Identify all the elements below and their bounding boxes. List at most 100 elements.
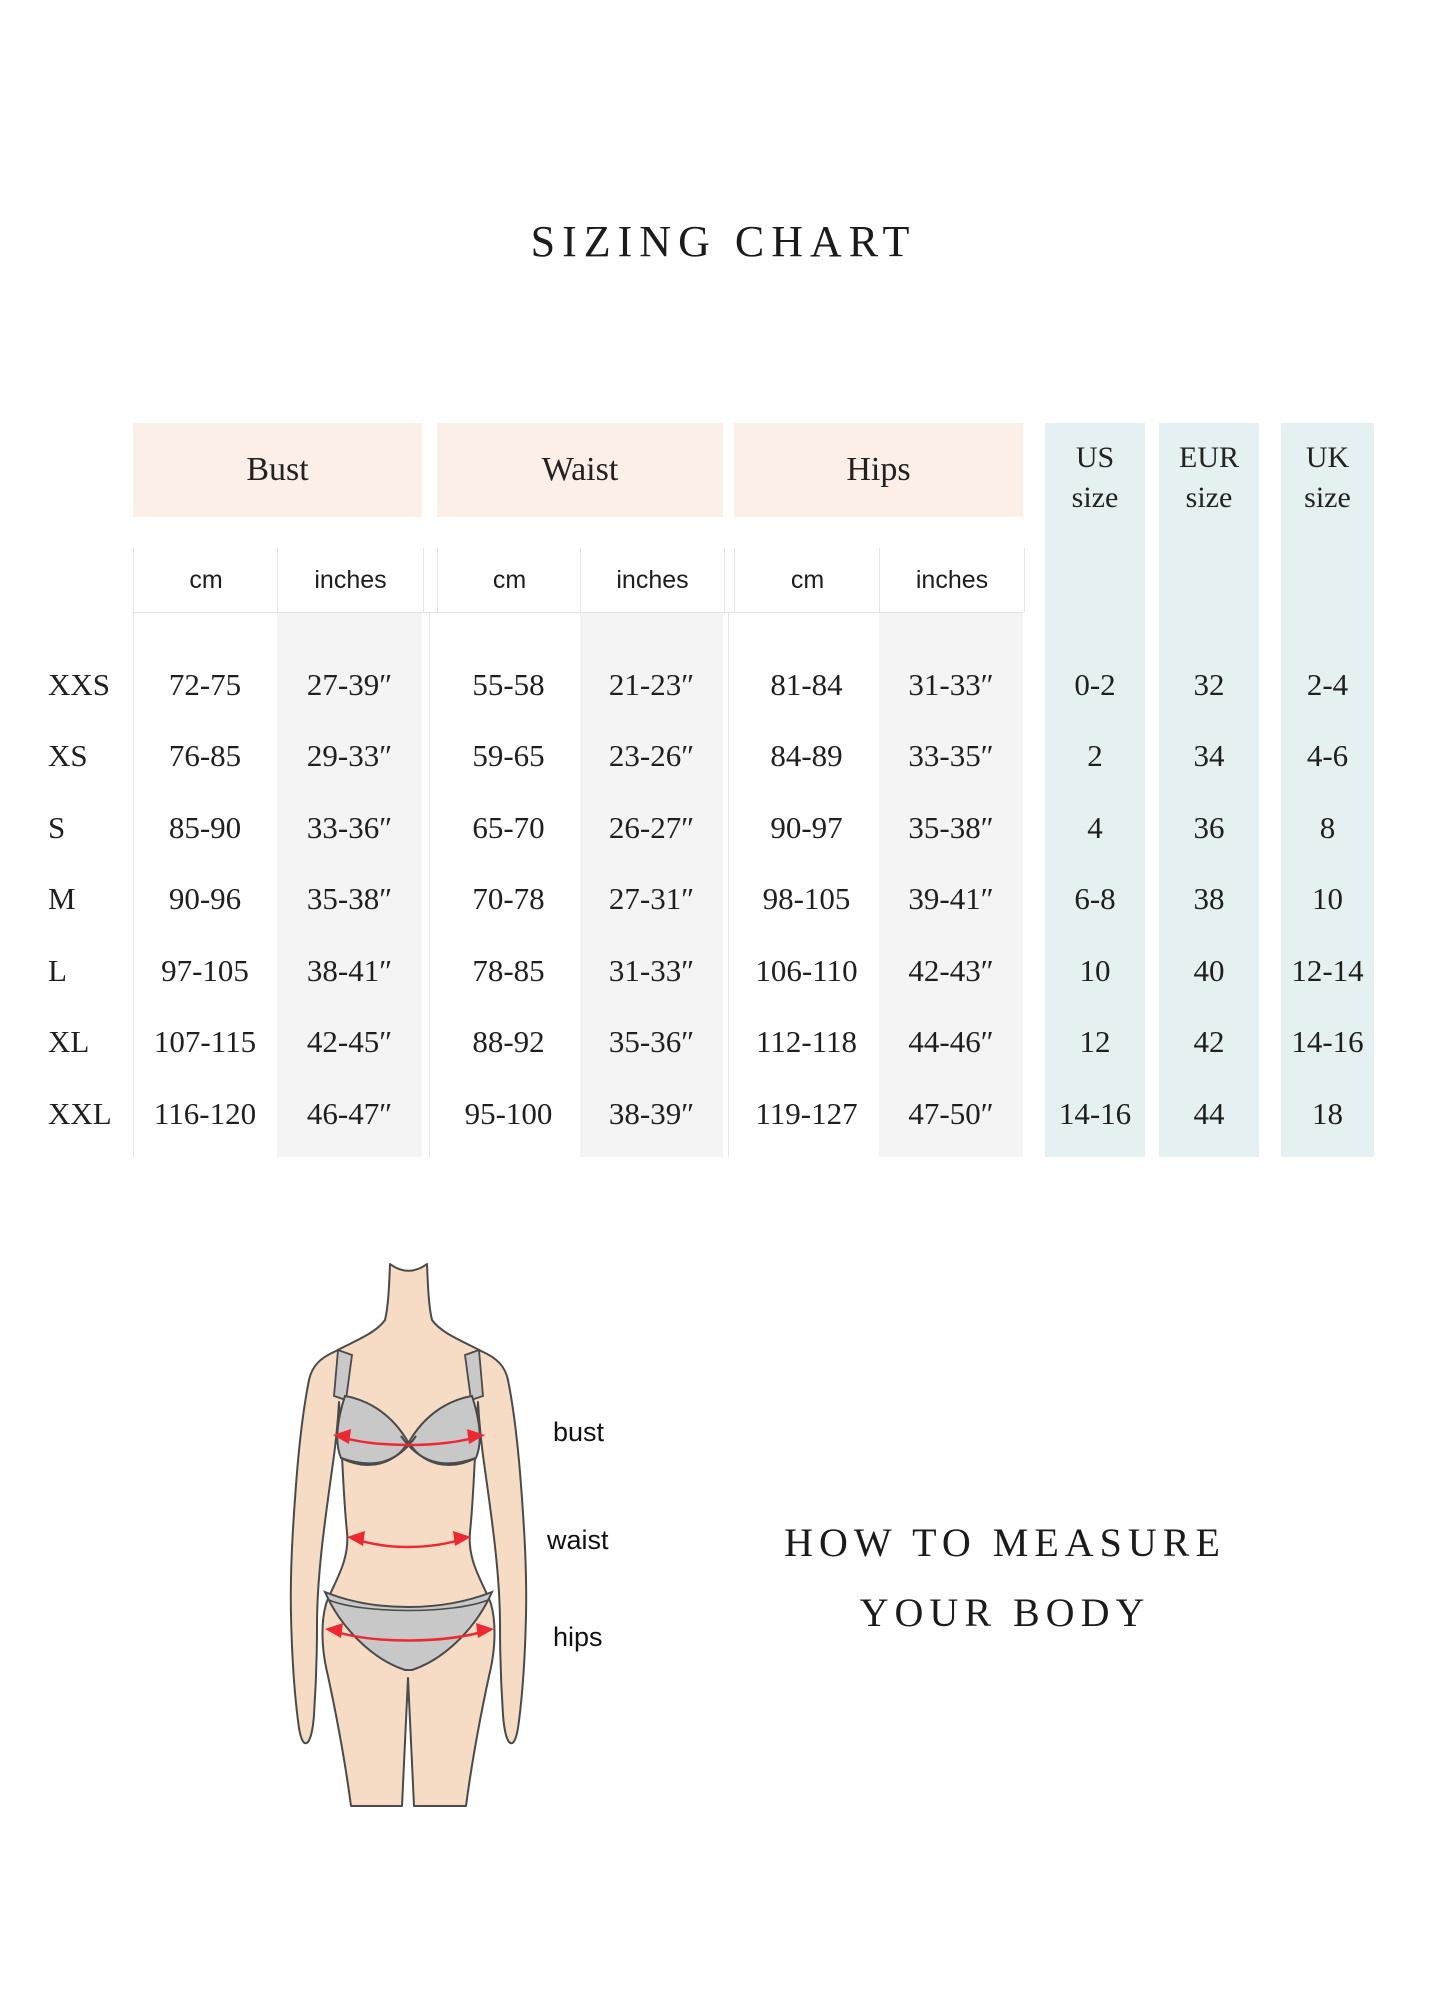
uk-size-value: 18: [1312, 1095, 1343, 1131]
waist-hips-divider: [728, 612, 729, 1157]
waist-cm-value: 59-65: [472, 737, 545, 773]
how-to-measure-line2: YOUR BODY: [859, 1590, 1151, 1635]
bust-header-bg: [133, 423, 422, 517]
how-to-measure-heading: HOW TO MEASURE YOUR BODY: [700, 1508, 1310, 1648]
waist-inches-value: 26-27″: [608, 809, 695, 845]
bust-inches-value: 46-47″: [306, 1095, 393, 1131]
unit-header-row: cm inches cm inches cm inches: [0, 548, 1431, 612]
bust-inches-value: 27-39″: [306, 666, 393, 702]
hips-diagram-label: hips: [553, 1622, 603, 1652]
table-row-xxl: XXL 116-120 46-47″ 95-100 38-39″ 119-127…: [0, 1078, 1431, 1149]
us-size-value: 4: [1087, 809, 1103, 845]
hips-cm-value: 84-89: [770, 737, 843, 773]
group-header-hips: Hips: [846, 451, 911, 488]
row-label: XS: [48, 737, 88, 773]
eur-label: EUR: [1179, 441, 1239, 474]
eur-size-value: 32: [1193, 666, 1225, 702]
bust-cm-value: 76-85: [168, 737, 242, 773]
hips-inches-value: 33-35″: [908, 737, 994, 773]
bust-inches-value: 29-33″: [306, 737, 393, 773]
hips-cm-value: 98-105: [762, 880, 851, 916]
hips-inches-value: 42-43″: [908, 952, 994, 988]
hips-inches-value: 31-33″: [908, 666, 994, 702]
bust-cm-value: 116-120: [153, 1095, 257, 1131]
hips-cm-value: 112-118: [755, 1023, 858, 1059]
us-size-word: size: [1071, 481, 1119, 514]
eur-size-value: 38: [1193, 880, 1225, 916]
us-size-value: 10: [1079, 952, 1111, 988]
uk-size-value: 2-4: [1306, 666, 1349, 702]
waist-header-bg: [437, 423, 723, 517]
us-size-value: 0-2: [1074, 666, 1116, 702]
uk-size-column-bg: [1281, 423, 1374, 1157]
bust-inches-value: 33-36″: [306, 809, 393, 845]
row-label: XXS: [48, 666, 111, 702]
row-label: S: [48, 809, 66, 845]
hips-cm-value: 90-97: [770, 809, 843, 845]
table-row-l: L 97-105 38-41″ 78-85 31-33″ 106-110 42-…: [0, 935, 1431, 1006]
bust-cm-value: 72-75: [168, 666, 242, 702]
bust-measure-arrow: [333, 1429, 485, 1447]
hips-measure-arrow: [325, 1623, 494, 1642]
waist-diagram-label: waist: [547, 1525, 609, 1555]
unit-header-bust-inches: inches: [277, 548, 424, 612]
bust-waist-divider: [429, 612, 430, 1157]
row-label: M: [48, 880, 76, 916]
waist-cm-value: 70-78: [472, 880, 545, 916]
uk-label: UK: [1305, 441, 1350, 474]
bikini-bottom: [323, 1590, 494, 1671]
bikini-underband-right: [400, 1435, 477, 1465]
group-header-bust: Bust: [246, 451, 309, 488]
waist-cm-value: 88-92: [472, 1023, 545, 1059]
uk-size-value: 4-6: [1306, 737, 1349, 773]
unit-header-hips-inches: inches: [879, 548, 1025, 612]
hips-header-bg: [734, 423, 1023, 517]
page-title: SIZING CHART: [530, 217, 917, 266]
bust-cm-value: 90-96: [168, 880, 242, 916]
bust-inches-value: 38-41″: [306, 952, 393, 988]
eur-size-value: 40: [1193, 952, 1225, 988]
subheader-bottom-line: [133, 612, 1023, 613]
table-row-xl: XL 107-115 42-45″ 88-92 35-36″ 112-118 4…: [0, 1006, 1431, 1077]
hips-inches-value: 47-50″: [908, 1095, 994, 1131]
uk-size-value: 10: [1312, 880, 1343, 916]
us-size-value: 14-16: [1058, 1095, 1132, 1131]
bust-cm-value: 97-105: [161, 952, 249, 988]
unit-header-hips-cm: cm: [734, 548, 880, 612]
hips-inches-value: 39-41″: [908, 880, 994, 916]
waist-cm-value: 55-58: [472, 666, 545, 702]
us-label: US: [1075, 441, 1115, 474]
hips-cm-value: 106-110: [755, 952, 858, 988]
hips-inches-value: 44-46″: [908, 1023, 994, 1059]
row-label: XXL: [48, 1095, 112, 1131]
waist-cm-value: 78-85: [472, 952, 545, 988]
bust-inches-value: 42-45″: [306, 1023, 393, 1059]
body-measurement-illustration: [289, 1263, 528, 1807]
body-outline: [289, 1263, 528, 1807]
hips-cm-value: 119-127: [755, 1095, 858, 1131]
eur-size-value: 44: [1193, 1095, 1225, 1131]
bust-diagram-label: bust: [553, 1417, 605, 1447]
eur-size-value: 36: [1193, 809, 1225, 845]
unit-header-bust-cm: cm: [133, 548, 278, 612]
table-row-xs: XS 76-85 29-33″ 59-65 23-26″ 84-89 33-35…: [0, 720, 1431, 791]
row-label: XL: [48, 1023, 90, 1059]
column-header-us-size: US size: [1045, 428, 1145, 528]
bust-inches-column-bg: [277, 612, 422, 1157]
waist-cm-value: 95-100: [464, 1095, 553, 1131]
us-size-value: 2: [1087, 737, 1103, 773]
how-to-measure-line1: HOW TO MEASURE: [784, 1520, 1226, 1565]
uk-size-value: 14-16: [1291, 1023, 1364, 1059]
eur-size-value: 34: [1193, 737, 1225, 773]
bikini-underband-left: [340, 1435, 417, 1465]
us-size-value: 6-8: [1074, 880, 1116, 916]
uk-size-value: 8: [1319, 809, 1336, 845]
bust-inches-value: 35-38″: [306, 880, 393, 916]
us-size-value: 12: [1079, 1023, 1111, 1059]
row-label: L: [48, 952, 67, 988]
unit-header-waist-cm: cm: [437, 548, 581, 612]
waist-inches-column-bg: [580, 612, 723, 1157]
bust-cm-value: 107-115: [153, 1023, 257, 1059]
eur-size-value: 42: [1193, 1023, 1225, 1059]
waist-inches-value: 35-36″: [608, 1023, 695, 1059]
